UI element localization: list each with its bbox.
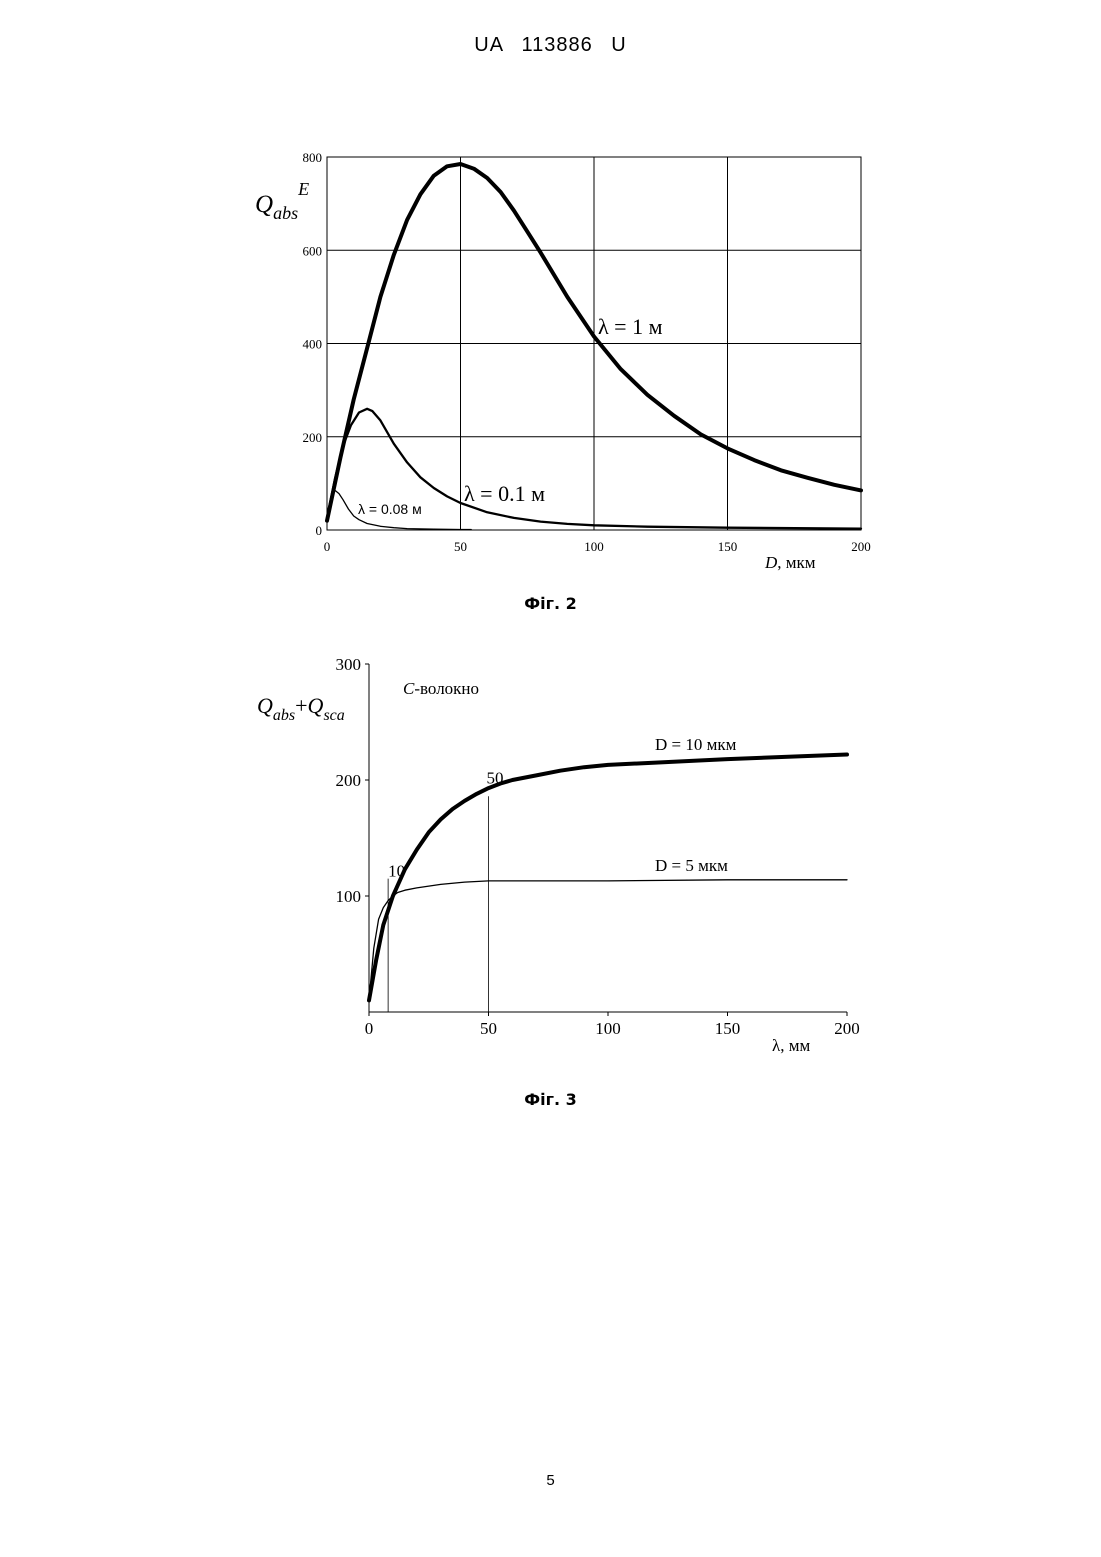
fig3-x-tick-label: 0 — [365, 1019, 374, 1038]
fig3-x-axis-label: λ, мм — [772, 1036, 811, 1055]
fig3-title-c-fiber: C-волокно — [403, 679, 479, 698]
fig3-y-ticks: 100 200 300 — [336, 655, 370, 906]
fig3-x-ticks: 0 50 100 150 200 — [365, 1012, 860, 1038]
fig3-y-tick-label: 200 — [336, 771, 362, 790]
figure-3-caption: Фіг. 3 — [0, 1090, 1101, 1109]
fig3-x-tick-label: 200 — [834, 1019, 860, 1038]
fig3-y-tick-label: 300 — [336, 655, 362, 674]
figure-3-chart: 050100150200 100200300 1050 Qabs+Qsca C-… — [0, 0, 1101, 1100]
fig3-series-line-0 — [369, 755, 847, 1001]
fig3-y-tick-label: 100 — [336, 887, 362, 906]
fig3-y-axis-label: Qabs+Qsca — [257, 693, 345, 724]
fig3-label-d-10: D = 10 мкм — [655, 735, 737, 754]
fig3-x-tick-label: 100 — [595, 1019, 621, 1038]
fig3-label-d-5: D = 5 мкм — [655, 856, 728, 875]
page-number: 5 — [0, 1472, 1101, 1489]
fig3-series — [369, 755, 847, 1001]
fig3-x-tick-label: 150 — [715, 1019, 741, 1038]
fig3-x-tick-label: 50 — [480, 1019, 497, 1038]
fig3-series-line-1 — [369, 880, 847, 1001]
